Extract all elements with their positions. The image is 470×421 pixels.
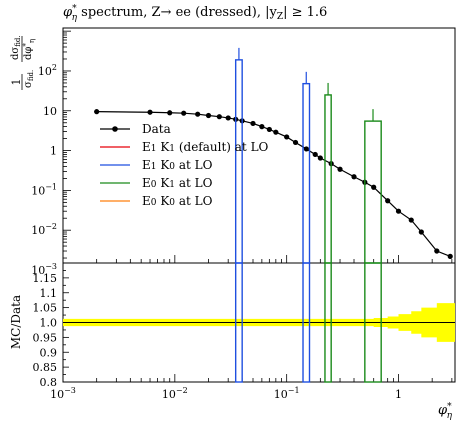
data-point (167, 110, 173, 116)
legend-label-e0k1: E0 K1 at LO (142, 176, 213, 190)
ratio-bar (364, 262, 382, 383)
y-axis-label-top: 1 σfid. dσfid. dφ*η (10, 35, 36, 90)
data-point (94, 109, 100, 115)
ratio-y-tick-label: 0.9 (40, 346, 58, 359)
histogram-bar (234, 59, 243, 264)
x-tick-label: 10−3 (50, 386, 76, 401)
legend-entry-e0k0: E0 K0 at LO (100, 194, 213, 208)
ratio-y-tick-label: 1.1 (40, 287, 58, 300)
y-tick-label: 10−2 (31, 222, 57, 237)
data-point (259, 124, 265, 130)
data-point (292, 139, 299, 146)
y-tick-label: 10−1 (31, 182, 57, 197)
y-axis-label-bottom: MC/Data (9, 295, 23, 349)
data-point (216, 114, 222, 120)
ylabel-one: 1 (10, 79, 23, 86)
histogram-bar (302, 82, 311, 264)
ratio-y-tick-label: 0.8 (40, 376, 58, 389)
ratio-y-axis: 0.8 0.85 0.9 0.951.0 1.05 1.1 1.15 (33, 270, 69, 389)
main-x-axis-ticks (62, 255, 453, 263)
data-point (205, 112, 212, 119)
data-point (147, 109, 153, 115)
legend-label-e1k0: E1 K0 at LO (142, 158, 213, 172)
data-point (418, 229, 424, 235)
y-tick-label: 1 (50, 145, 57, 158)
histogram-bar (324, 94, 332, 264)
data-point (284, 134, 290, 140)
ratio-x-axis: 10−3 10−2 10−1 1 (50, 374, 453, 401)
legend-label-e1k1: E1 K1 (default) at LO (142, 140, 269, 154)
legend-entry-e1k0: E1 K0 at LO (100, 158, 213, 172)
ratio-plot-data (63, 262, 455, 383)
data-point (225, 115, 231, 121)
x-axis-label: φ* η (438, 402, 453, 421)
legend: Data E1 K1 (default) at LO E1 K0 at LO E… (100, 122, 269, 208)
data-point (181, 110, 187, 116)
ratio-bar (302, 262, 311, 383)
main-plot-panel: 10−3 10−2 10−1 1 10 102 (31, 27, 456, 277)
x-tick-label: 10−2 (162, 386, 188, 401)
data-point (447, 253, 453, 259)
data-point (371, 184, 377, 190)
legend-label-data: Data (142, 122, 171, 136)
data-point (312, 151, 318, 158)
ylabel-dphi: dφ*η (22, 39, 36, 60)
ratio-y-tick-label: 0.95 (33, 331, 58, 344)
legend-entry-e1k1: E1 K1 (default) at LO (100, 140, 269, 154)
main-y-axis: 10−3 10−2 10−1 1 10 102 (31, 30, 71, 277)
data-point (337, 166, 343, 172)
data-point (434, 248, 440, 254)
ylabel-sigma: σfid. (23, 70, 35, 88)
y-tick-label: 10−3 (31, 262, 57, 277)
main-plot-data (94, 47, 453, 264)
data-point (317, 155, 323, 161)
data-point (385, 198, 391, 204)
legend-marker-data (112, 126, 118, 132)
legend-label-e0k0: E0 K0 at LO (142, 194, 213, 208)
chart-title: φ* η spectrum, Z→ ee (dressed), |yZ| ≥ 1.… (63, 4, 327, 23)
data-point (266, 126, 272, 133)
x-tick-label: 1 (395, 388, 402, 401)
data-point (408, 217, 414, 223)
data-point (303, 146, 309, 152)
y-tick-label: 10 (43, 105, 57, 118)
data-point (273, 129, 279, 135)
legend-entry-e0k1: E0 K1 at LO (100, 176, 213, 190)
data-point (195, 111, 201, 117)
data-point (351, 174, 357, 180)
ratio-y-tick-label: 1.15 (33, 272, 58, 285)
legend-entry-data: Data (100, 122, 171, 136)
ratio-bar (324, 262, 332, 383)
ratio-y-tick-label: 1.05 (33, 302, 58, 315)
ratio-plot-panel: 0.80.850.90.951.01.051.11.15 10−3 10−2 10−… (33, 262, 456, 401)
ratio-y-tick-label: 1.0 (40, 317, 58, 330)
y-tick-label: 102 (38, 63, 57, 78)
ratio-y-tick-label: 0.85 (33, 361, 58, 374)
ylabel-dsigma: dσfid. (10, 35, 22, 60)
ratio-bar (234, 262, 243, 383)
data-point (395, 208, 402, 214)
data-point (250, 120, 256, 127)
x-tick-label: 10−1 (274, 386, 300, 401)
